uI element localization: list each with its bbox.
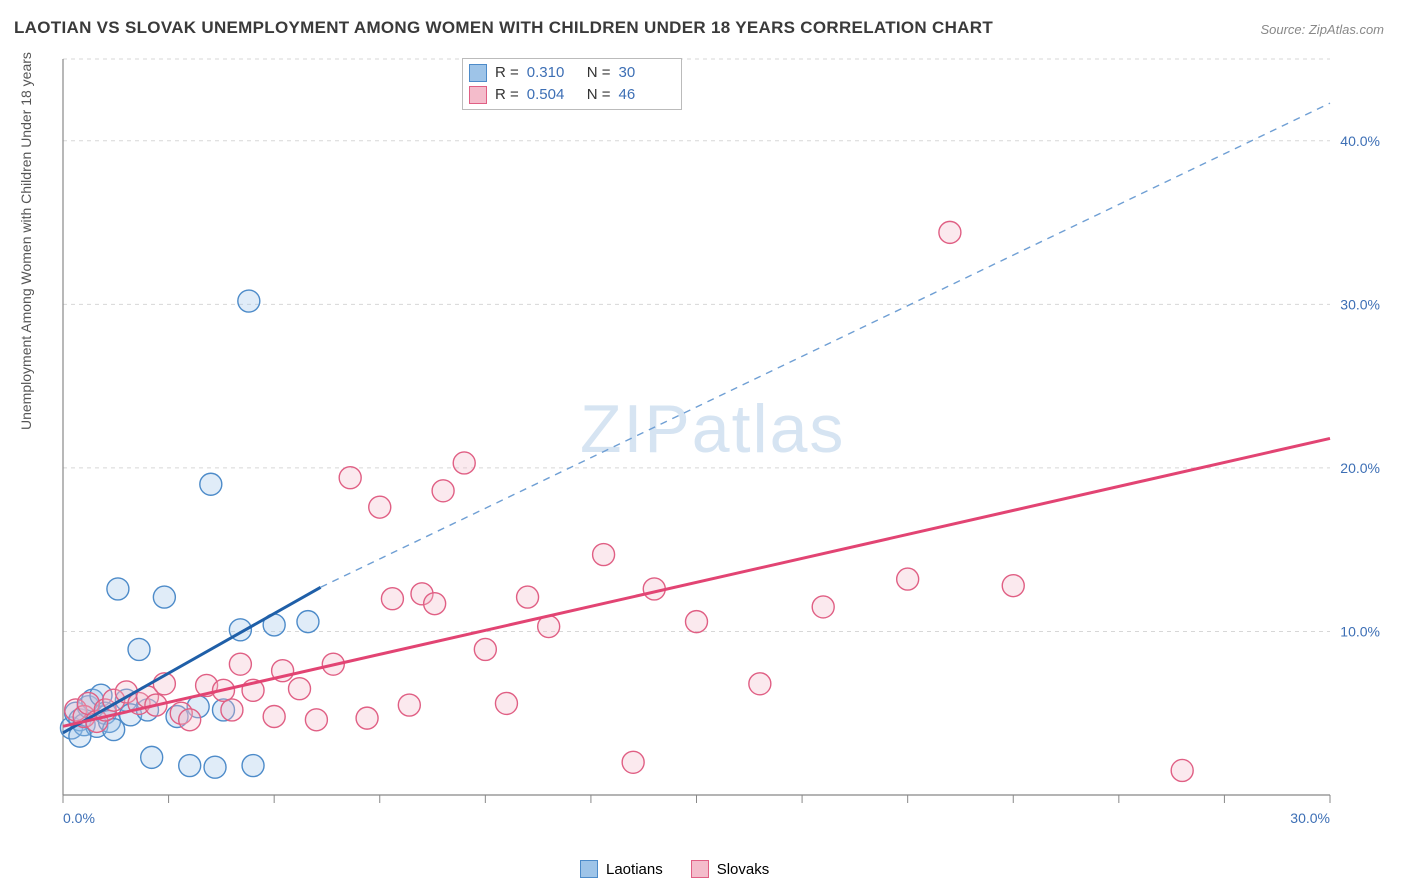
n-label: N =	[587, 62, 611, 84]
r-label: R =	[495, 84, 519, 106]
legend-swatch	[469, 86, 487, 104]
stats-legend: R = 0.310 N = 30 R = 0.504 N = 46	[462, 58, 682, 110]
legend-item: Slovaks	[691, 860, 770, 878]
svg-text:30.0%: 30.0%	[1340, 296, 1380, 312]
legend-swatch	[469, 64, 487, 82]
legend-swatch	[691, 860, 709, 878]
scatter-plot: 0.0% 30.0% 10.0% 20.0% 30.0% 40.0%	[55, 55, 1390, 835]
chart-title: LAOTIAN VS SLOVAK UNEMPLOYMENT AMONG WOM…	[14, 18, 993, 38]
svg-text:0.0%: 0.0%	[63, 810, 95, 826]
stats-row: R = 0.504 N = 46	[469, 84, 671, 106]
y-axis-label: Unemployment Among Women with Children U…	[18, 52, 34, 430]
source-label: Source: ZipAtlas.com	[1260, 22, 1384, 37]
n-value: 30	[619, 62, 671, 84]
svg-text:10.0%: 10.0%	[1340, 623, 1380, 639]
chart-container: LAOTIAN VS SLOVAK UNEMPLOYMENT AMONG WOM…	[0, 0, 1406, 892]
bottom-legend: Laotians Slovaks	[580, 860, 769, 878]
svg-text:40.0%: 40.0%	[1340, 133, 1380, 149]
legend-label: Slovaks	[717, 861, 770, 878]
legend-label: Laotians	[606, 861, 663, 878]
r-value: 0.504	[527, 84, 579, 106]
svg-text:30.0%: 30.0%	[1290, 810, 1330, 826]
svg-text:20.0%: 20.0%	[1340, 460, 1380, 476]
n-label: N =	[587, 84, 611, 106]
stats-row: R = 0.310 N = 30	[469, 62, 671, 84]
legend-item: Laotians	[580, 860, 663, 878]
r-value: 0.310	[527, 62, 579, 84]
legend-swatch	[580, 860, 598, 878]
r-label: R =	[495, 62, 519, 84]
n-value: 46	[619, 84, 671, 106]
